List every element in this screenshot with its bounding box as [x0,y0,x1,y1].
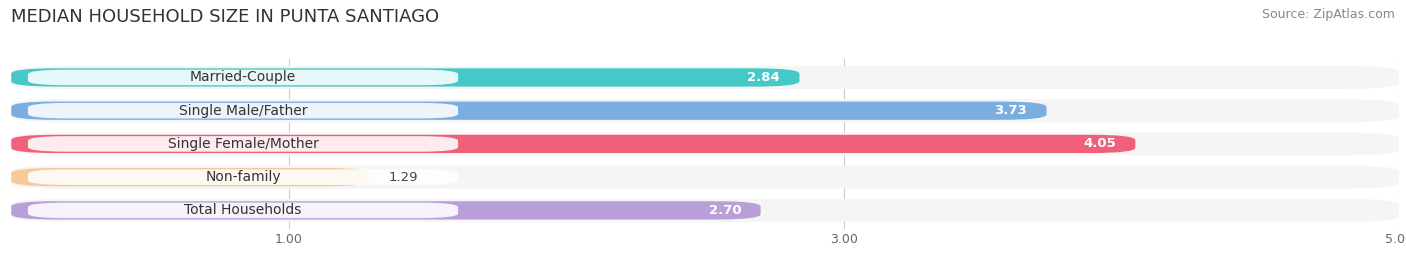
Text: 1.29: 1.29 [388,171,418,184]
Text: Non-family: Non-family [205,170,281,184]
FancyBboxPatch shape [28,169,458,185]
FancyBboxPatch shape [28,203,458,218]
Text: Total Households: Total Households [184,203,302,217]
FancyBboxPatch shape [11,201,761,220]
Text: MEDIAN HOUSEHOLD SIZE IN PUNTA SANTIAGO: MEDIAN HOUSEHOLD SIZE IN PUNTA SANTIAGO [11,8,439,26]
FancyBboxPatch shape [11,68,800,87]
Text: Single Female/Mother: Single Female/Mother [167,137,318,151]
Text: 4.05: 4.05 [1083,137,1116,150]
Text: 3.73: 3.73 [994,104,1026,117]
FancyBboxPatch shape [11,135,1135,153]
FancyBboxPatch shape [28,136,458,152]
Text: 2.84: 2.84 [748,71,780,84]
Text: Married-Couple: Married-Couple [190,70,297,84]
FancyBboxPatch shape [28,70,458,85]
Text: Source: ZipAtlas.com: Source: ZipAtlas.com [1261,8,1395,21]
Text: 2.70: 2.70 [709,204,741,217]
FancyBboxPatch shape [11,166,1399,189]
FancyBboxPatch shape [11,199,1399,222]
FancyBboxPatch shape [11,99,1399,122]
FancyBboxPatch shape [11,101,1046,120]
FancyBboxPatch shape [11,66,1399,89]
Text: Single Male/Father: Single Male/Father [179,104,308,118]
FancyBboxPatch shape [11,132,1399,155]
FancyBboxPatch shape [11,168,370,186]
FancyBboxPatch shape [28,103,458,118]
